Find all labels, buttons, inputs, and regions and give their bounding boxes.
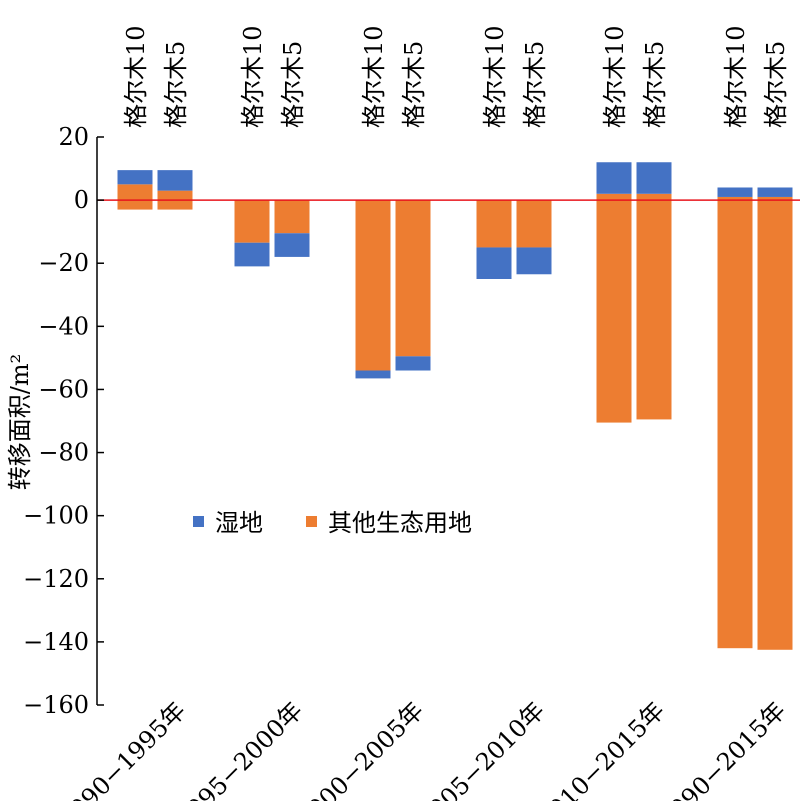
bars — [117, 162, 793, 650]
sub-category-label: 格尔木10 — [239, 25, 267, 128]
y-tick-label: 20 — [58, 123, 89, 151]
sub-category-label: 格尔木5 — [641, 41, 669, 128]
bar-other-eco — [516, 200, 552, 248]
bar-wetland — [395, 356, 431, 371]
sub-category-label: 格尔木5 — [162, 41, 190, 128]
y-tick-label: −40 — [38, 312, 89, 340]
bar-wetland — [717, 187, 753, 197]
y-ticks: 20 0 −20 −40 −60 −80 −100 −120 −140 −160 — [23, 123, 104, 719]
bar-wetland — [757, 187, 793, 197]
bar-other-eco — [395, 200, 431, 357]
bar-wetland — [117, 170, 153, 185]
sub-category-label: 格尔木5 — [521, 41, 549, 128]
y-tick-label: −140 — [23, 628, 89, 656]
y-tick-label: −120 — [23, 565, 89, 593]
bar-wetland — [476, 247, 512, 279]
bar-other-eco — [234, 200, 270, 243]
y-tick-label: 0 — [74, 186, 89, 214]
bar-other-eco — [757, 196, 793, 650]
sub-category-label: 格尔木5 — [762, 41, 790, 128]
bar-other-eco — [596, 193, 632, 423]
sub-category-label: 格尔木10 — [601, 25, 629, 128]
legend: 湿地 其他生态用地 — [193, 509, 472, 537]
bar-wetland — [234, 242, 270, 267]
legend-swatch-wetland — [193, 516, 204, 527]
bar-other-eco — [636, 193, 672, 420]
category-labels: 1990−1995年1995−2000年2000−2005年2005−2010年… — [54, 696, 791, 801]
bar-wetland — [596, 162, 632, 194]
category-label: 2010−2015年 — [533, 696, 670, 801]
bar-wetland — [355, 370, 391, 379]
y-tick-label: −160 — [23, 691, 89, 719]
y-tick-label: −80 — [38, 439, 89, 467]
bar-wetland — [157, 170, 193, 191]
bar-wetland — [516, 247, 552, 275]
y-tick-label: −20 — [38, 249, 89, 277]
legend-label-wetland: 湿地 — [215, 509, 263, 537]
sub-category-label: 格尔木5 — [400, 41, 428, 128]
category-label: 1995−2000年 — [171, 696, 308, 801]
bar-other-eco — [117, 184, 153, 210]
y-tick-label: −60 — [38, 375, 89, 403]
sub-category-label: 格尔木5 — [279, 41, 307, 128]
y-axis-title: 转移面积/m² — [6, 354, 34, 490]
y-tick-label: −100 — [23, 502, 89, 530]
category-label: 2000−2005年 — [292, 696, 429, 801]
sub-category-label: 格尔木10 — [722, 25, 750, 128]
bar-other-eco — [476, 200, 512, 248]
bar-wetland — [274, 233, 310, 257]
sub-category-label: 格尔木10 — [122, 25, 150, 128]
category-label: 2005−2010年 — [413, 696, 550, 801]
category-label: 1990−2015年 — [654, 696, 791, 801]
sub-category-label: 格尔木10 — [481, 25, 509, 128]
bar-wetland — [636, 162, 672, 194]
sub-category-labels: 格尔木10 格尔木5 格尔木10 格尔木5 格尔木10 格尔木5 格尔木10 格尔木5 格尔木1… — [122, 25, 790, 128]
legend-swatch-other-eco — [306, 516, 317, 527]
bar-other-eco — [355, 200, 391, 371]
sub-category-label: 格尔木10 — [360, 25, 388, 128]
bar-other-eco — [717, 196, 753, 649]
legend-label-other-eco: 其他生态用地 — [328, 509, 472, 537]
bar-other-eco — [274, 200, 310, 234]
